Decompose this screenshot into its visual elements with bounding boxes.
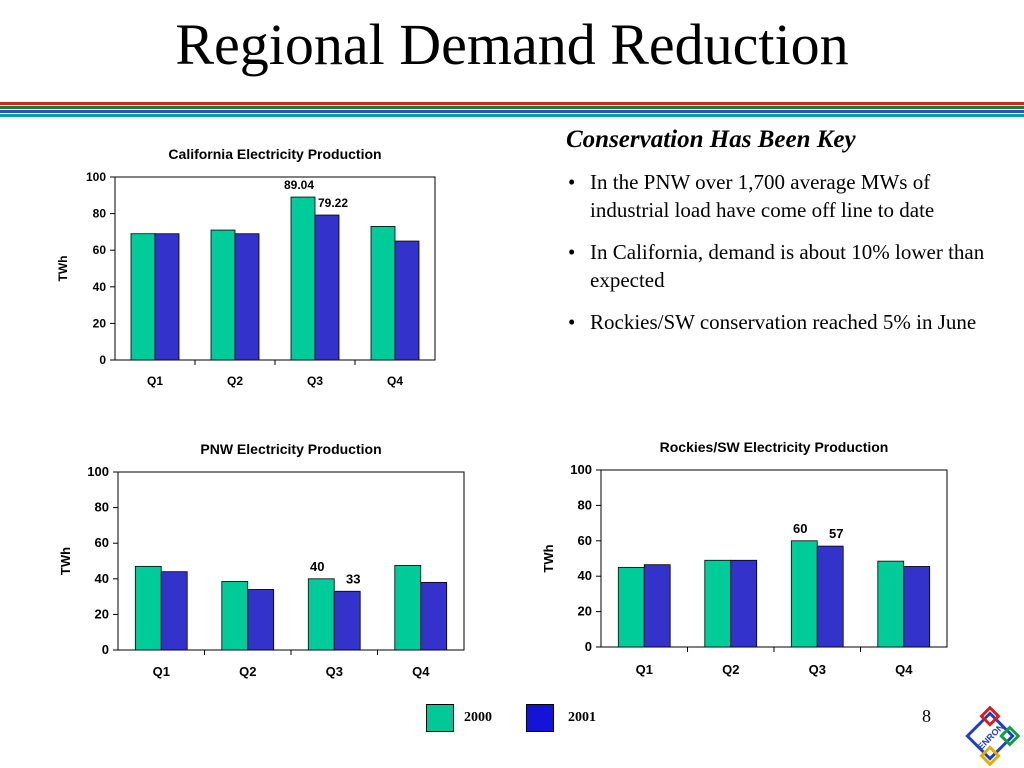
california-production-chart: California Electricity Production 0 20 40 60…	[56, 146, 436, 388]
x-tick-label: Q4	[412, 664, 430, 679]
chart-title: PNW Electricity Production	[200, 441, 381, 457]
y-tick-label: 0	[585, 639, 592, 654]
y-tick-label: 20	[93, 316, 107, 330]
bullet-item: • In California, demand is about 10% lowe…	[566, 238, 996, 294]
bullet-dot-icon: •	[568, 310, 576, 334]
y-axis-label: TWh	[56, 256, 70, 282]
bar-2000-q1	[134, 565, 162, 651]
chart-title: Rockies/SW Electricity Production	[660, 439, 889, 455]
data-label: 57	[829, 526, 843, 541]
rockies-sw-production-chart: Rockies/SW Electricity Production 0 20 40 60…	[541, 439, 948, 677]
legend-label-2000: 2000	[464, 710, 492, 725]
x-tick-label: Q1	[147, 374, 163, 388]
title-divider-stripes	[0, 102, 1024, 118]
stripe-blue	[0, 110, 1024, 113]
data-label: 40	[310, 559, 324, 574]
bar-2001-q1	[154, 233, 180, 361]
bullet-item: • Rockies/SW conservation reached 5% in J…	[566, 308, 996, 336]
y-tick-label: 40	[95, 571, 109, 586]
legend-swatch-2000	[426, 704, 454, 732]
bar-2001-q3	[816, 545, 844, 648]
data-label: 60	[793, 521, 807, 536]
y-tick-label: 0	[102, 642, 109, 657]
conservation-panel: Conservation Has Been Key • In the PNW ov…	[566, 124, 996, 350]
bullet-text: In California, demand is about 10% lower…	[590, 240, 985, 292]
bar-2001-q1	[160, 571, 188, 651]
y-axis-label: TWh	[58, 547, 73, 575]
x-tick-label: Q4	[895, 662, 913, 677]
bar-2000-q4	[394, 565, 422, 651]
bar-2000-q4	[877, 560, 905, 648]
bar-2000-q2	[704, 559, 732, 648]
bar-2000-q1	[617, 566, 645, 648]
bar-2001-q3	[333, 590, 361, 651]
x-tick-label: Q2	[722, 662, 739, 677]
y-tick-label: 60	[93, 243, 107, 257]
x-tick-label: Q3	[326, 664, 343, 679]
y-tick-label: 100	[86, 170, 106, 184]
y-tick-label: 100	[570, 462, 592, 477]
bar-2001-q2	[234, 233, 260, 361]
x-tick-label: Q1	[636, 662, 653, 677]
data-label: 89.04	[284, 178, 314, 192]
x-tick-label: Q2	[227, 374, 243, 388]
bar-2001-q1	[643, 564, 671, 648]
y-axis-label: TWh	[541, 544, 556, 572]
stripe-red	[0, 102, 1024, 105]
y-tick-label: 0	[99, 353, 106, 367]
y-tick-label: 80	[578, 497, 592, 512]
bar-2000-q3	[290, 196, 316, 361]
pnw-production-chart: PNW Electricity Production 0 20 40 60 80 100 TW…	[58, 441, 465, 679]
bar-2000-q2	[221, 581, 249, 651]
bullet-text: Rockies/SW conservation reached 5% in Ju…	[590, 310, 977, 334]
bar-2000-q2	[210, 229, 236, 361]
bar-2000-q3	[307, 578, 335, 651]
y-tick-label: 80	[93, 207, 107, 221]
bullet-dot-icon: •	[568, 240, 576, 264]
bar-2001-q2	[730, 559, 758, 648]
x-tick-label: Q1	[153, 664, 170, 679]
enron-logo-icon: ENRON	[965, 706, 1020, 766]
y-tick-label: 40	[93, 280, 107, 294]
bar-2000-q4	[370, 226, 396, 361]
bullet-text: In the PNW over 1,700 average MWs of ind…	[590, 170, 935, 222]
bar-2001-q2	[247, 589, 275, 651]
legend-label-2001: 2001	[568, 710, 596, 725]
chart-title: California Electricity Production	[168, 146, 381, 162]
y-tick-label: 100	[87, 464, 109, 479]
y-tick-label: 60	[95, 535, 109, 550]
bar-2001-q3	[314, 214, 340, 361]
panel-heading: Conservation Has Been Key	[566, 126, 856, 153]
slide-title: Regional Demand Reduction	[175, 12, 849, 77]
bullet-item: • In the PNW over 1,700 average MWs of in…	[566, 168, 996, 224]
bar-2001-q4	[903, 566, 931, 648]
y-tick-label: 20	[578, 604, 592, 619]
y-tick-label: 60	[578, 533, 592, 548]
data-label: 79.22	[318, 196, 348, 210]
data-label: 33	[346, 571, 360, 586]
y-tick-label: 80	[95, 500, 109, 515]
bar-2001-q4	[394, 240, 420, 361]
bar-2001-q4	[420, 581, 448, 651]
stripe-teal	[0, 114, 1024, 117]
y-tick-label: 40	[578, 568, 592, 583]
x-tick-label: Q3	[307, 374, 323, 388]
stripe-green	[0, 106, 1024, 109]
bullet-dot-icon: •	[568, 170, 576, 194]
bar-2000-q1	[130, 233, 156, 361]
x-tick-label: Q3	[809, 662, 826, 677]
x-tick-label: Q2	[239, 664, 256, 679]
page-number: 8	[922, 706, 931, 726]
y-tick-label: 20	[95, 606, 109, 621]
bullet-list: • In the PNW over 1,700 average MWs of in…	[566, 168, 996, 336]
x-tick-label: Q4	[387, 374, 403, 388]
bar-2000-q3	[790, 540, 818, 648]
legend-swatch-2001	[526, 704, 554, 732]
